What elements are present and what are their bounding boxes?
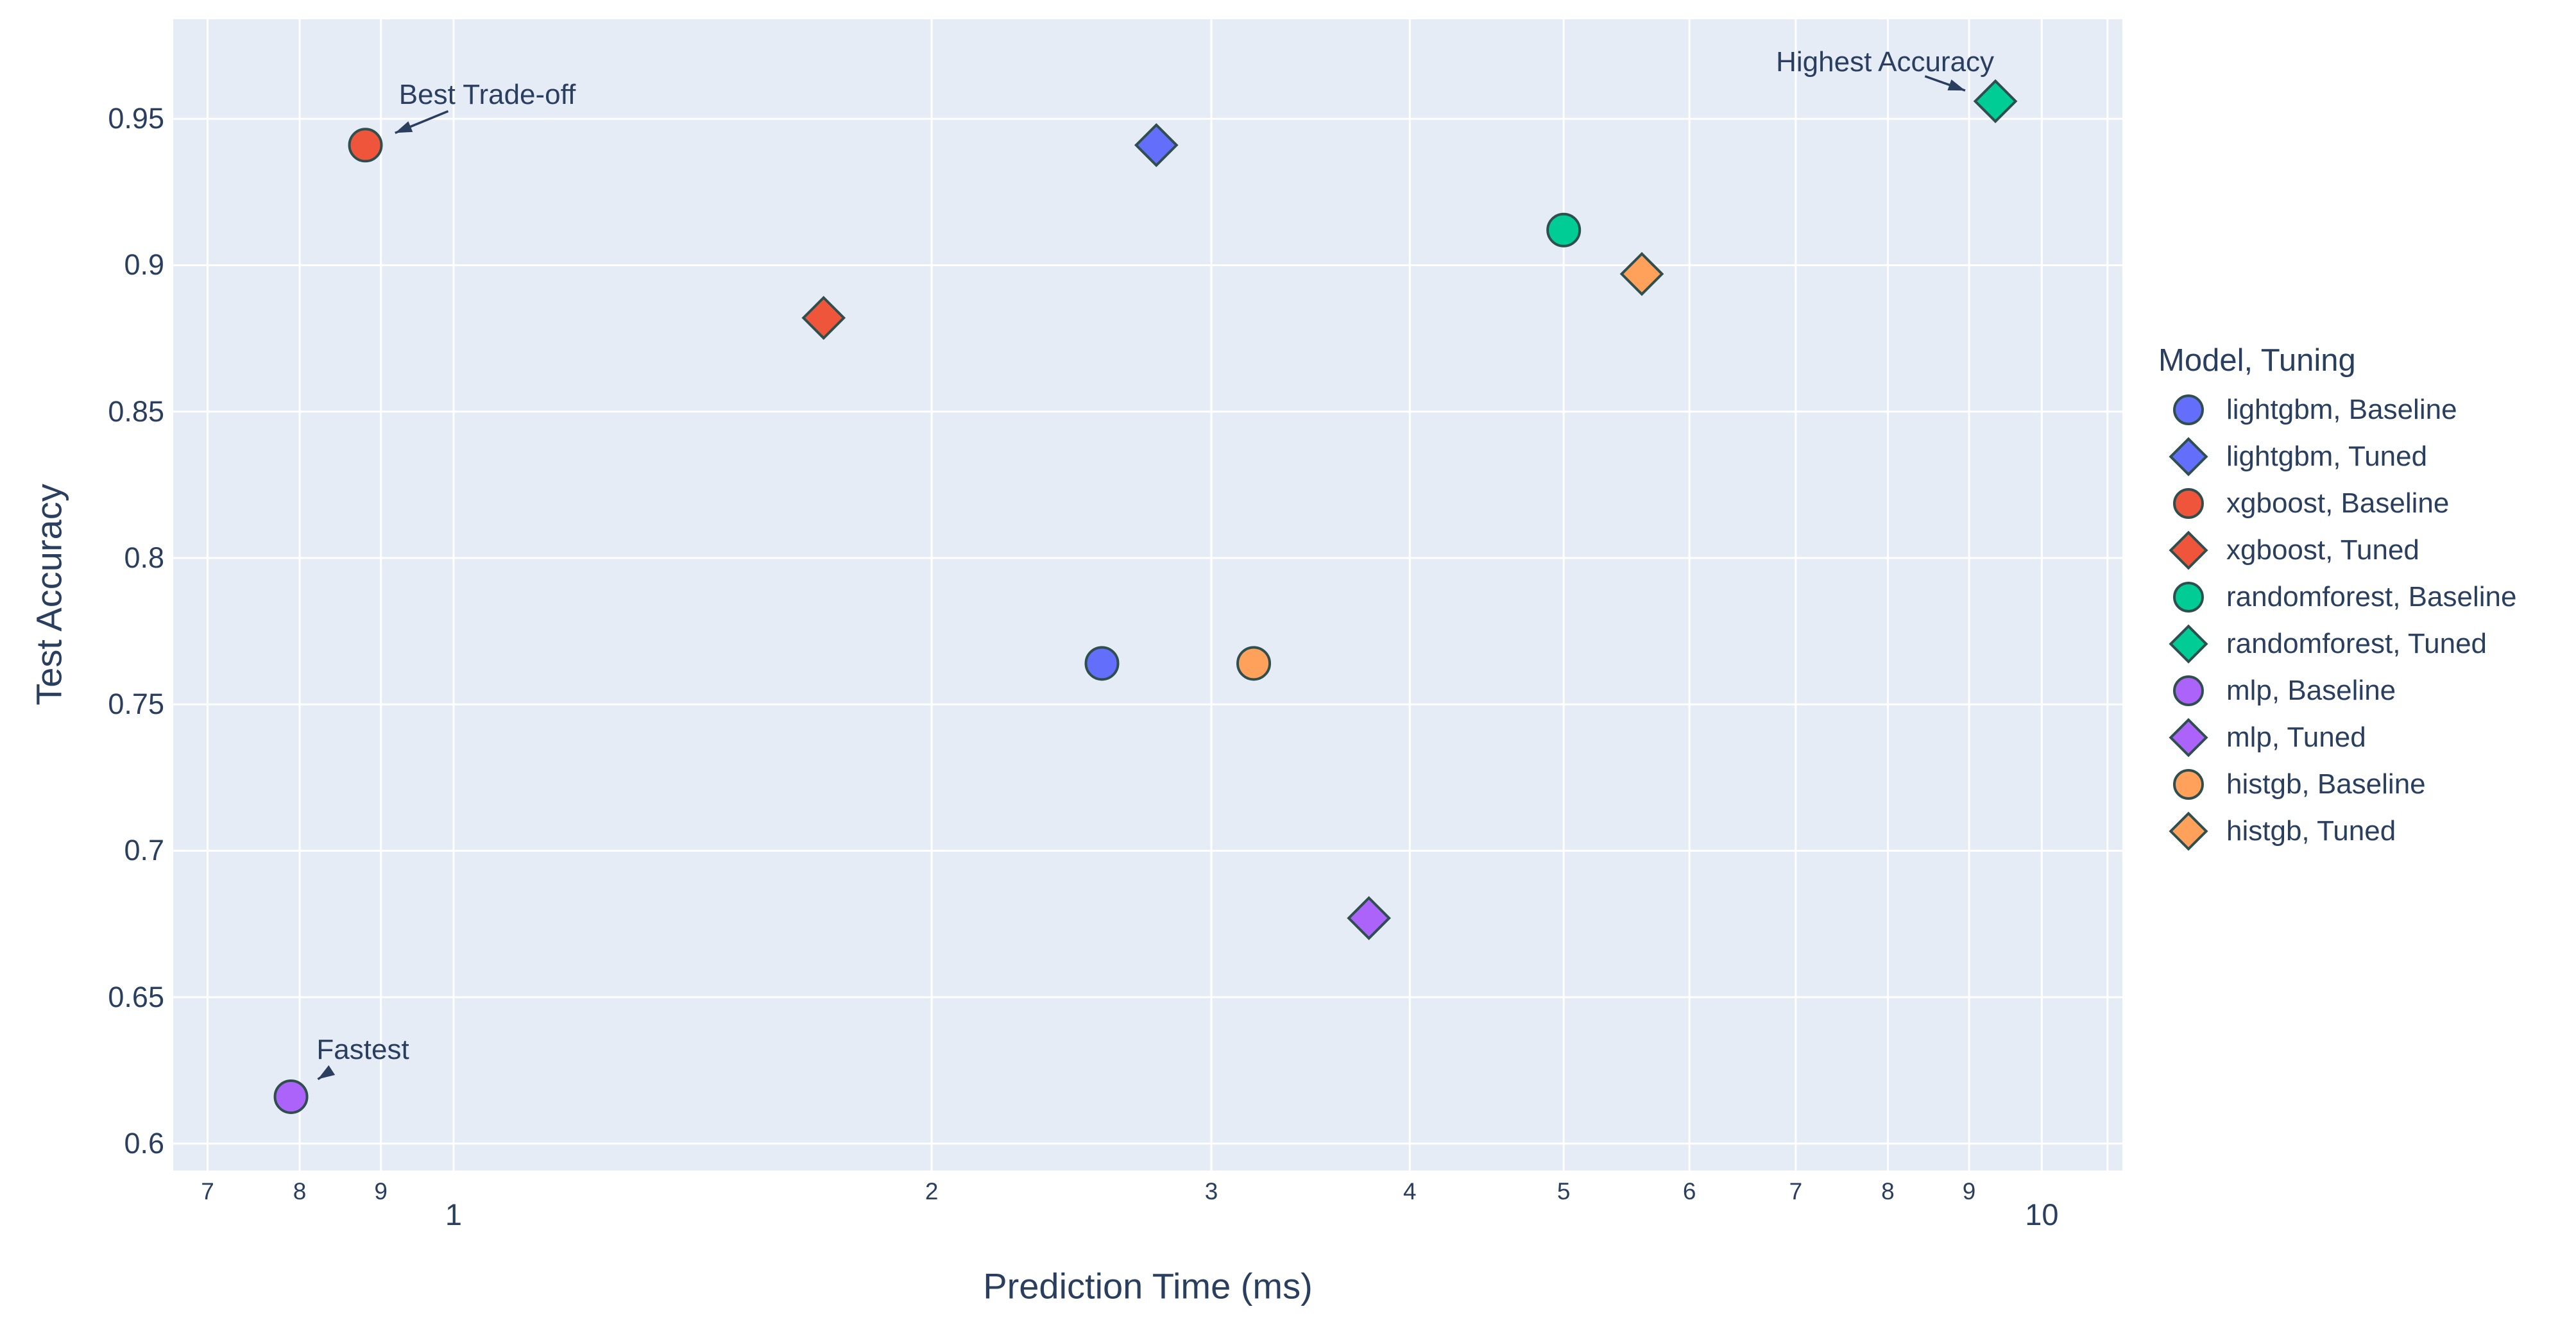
legend-item-label: randomforest, Baseline: [2226, 580, 2517, 613]
x-tick-label-minor: 4: [1403, 1178, 1417, 1204]
y-tick-label: 0.7: [124, 834, 164, 867]
y-tick-label: 0.75: [108, 688, 164, 721]
marker-histgb-baseline[interactable]: [1236, 646, 1272, 681]
legend-item-mlp-tuned[interactable]: mlp, Tuned: [2157, 714, 2568, 761]
diamond-marker-icon: [2169, 436, 2208, 477]
annotation-text: Best Trade-off: [398, 79, 576, 111]
legend-item-label: randomforest, Tuned: [2226, 627, 2487, 659]
marker-histgb-tuned[interactable]: [1619, 251, 1664, 296]
legend-item-randomforest-tuned[interactable]: randomforest, Tuned: [2157, 620, 2568, 667]
x-tick-label-minor: 5: [1557, 1178, 1571, 1204]
legend-item-xgboost-baseline[interactable]: xgboost, Baseline: [2157, 480, 2568, 527]
legend-diamond-icon: [2169, 530, 2208, 570]
legend: Model, Tuning lightgbm, Baseline lightgbm…: [2157, 342, 2568, 854]
legend-circle-icon: [2173, 394, 2204, 425]
diamond-marker-icon: [2169, 811, 2208, 851]
legend-item-label: mlp, Tuned: [2226, 721, 2366, 753]
x-tick-label-minor: 8: [293, 1178, 307, 1204]
marker-mlp-tuned[interactable]: [1347, 896, 1391, 940]
legend-item-mlp-baseline[interactable]: mlp, Baseline: [2157, 667, 2568, 714]
annotation-arrowhead-icon: [318, 1065, 336, 1079]
circle-marker-icon: [2173, 675, 2204, 706]
circle-marker-icon: [2173, 768, 2204, 800]
y-tick-label: 0.95: [108, 102, 164, 135]
x-tick-label-minor: 2: [925, 1178, 939, 1204]
legend-items: lightgbm, Baseline lightgbm, Tuned xgboost…: [2157, 386, 2568, 854]
circle-marker-icon: [2173, 581, 2204, 613]
diamond-marker-icon: [2169, 623, 2208, 664]
x-tick-label-major: 10: [2025, 1197, 2059, 1231]
y-tick-label: 0.8: [124, 541, 164, 574]
legend-item-label: histgb, Tuned: [2226, 815, 2396, 847]
diamond-marker-icon: [2169, 717, 2208, 757]
y-tick-label: 0.65: [108, 980, 164, 1013]
legend-title: Model, Tuning: [2158, 343, 2356, 378]
marker-mlp-baseline[interactable]: [273, 1079, 309, 1114]
legend-item-histgb-tuned[interactable]: histgb, Tuned: [2157, 807, 2568, 854]
legend-circle-icon: [2173, 675, 2204, 706]
plot-area[interactable]: [173, 19, 2122, 1171]
legend-item-lightgbm-tuned[interactable]: lightgbm, Tuned: [2157, 433, 2568, 480]
legend-diamond-icon: [2169, 811, 2208, 851]
x-tick-label-minor: 9: [1962, 1178, 1976, 1204]
x-axis-title: Prediction Time (ms): [983, 1265, 1313, 1306]
annotation-text: Fastest: [316, 1033, 409, 1065]
legend-item-histgb-baseline[interactable]: histgb, Baseline: [2157, 761, 2568, 807]
legend-item-xgboost-tuned[interactable]: xgboost, Tuned: [2157, 527, 2568, 573]
legend-diamond-icon: [2169, 717, 2208, 757]
legend-item-label: xgboost, Baseline: [2226, 487, 2450, 519]
circle-marker-icon: [2173, 394, 2204, 425]
x-tick-label-major: 1: [445, 1197, 463, 1231]
legend-item-label: histgb, Baseline: [2226, 768, 2426, 800]
marker-xgboost-tuned[interactable]: [801, 296, 846, 340]
diamond-marker-icon: [2169, 530, 2208, 570]
x-tick-label-minor: 3: [1204, 1178, 1218, 1204]
legend-diamond-icon: [2169, 436, 2208, 477]
legend-item-label: lightgbm, Tuned: [2226, 440, 2428, 472]
legend-circle-icon: [2173, 581, 2204, 613]
y-axis-title: Test Accuracy: [28, 484, 69, 706]
marker-lightgbm-baseline[interactable]: [1084, 646, 1120, 681]
marker-randomforest-baseline[interactable]: [1546, 212, 1582, 248]
legend-item-lightgbm-baseline[interactable]: lightgbm, Baseline: [2157, 386, 2568, 433]
legend-item-label: xgboost, Tuned: [2226, 534, 2419, 566]
annotation-arrowhead-icon: [395, 121, 413, 133]
y-tick-label: 0.6: [124, 1127, 164, 1160]
x-tick-label-minor: 7: [1789, 1178, 1803, 1204]
annotation-text: Highest Accuracy: [1776, 46, 1995, 78]
annotation-arrowhead-icon: [1947, 79, 1965, 91]
x-tick-label-minor: 9: [374, 1178, 388, 1204]
y-tick-label: 0.9: [124, 248, 164, 282]
legend-item-label: lightgbm, Baseline: [2226, 393, 2457, 425]
marker-lightgbm-tuned[interactable]: [1134, 123, 1179, 167]
legend-circle-icon: [2173, 487, 2204, 519]
legend-item-label: mlp, Baseline: [2226, 674, 2396, 706]
marker-randomforest-tuned[interactable]: [1973, 79, 2018, 124]
x-tick-label-minor: 6: [1682, 1178, 1696, 1204]
legend-circle-icon: [2173, 768, 2204, 800]
marker-xgboost-baseline[interactable]: [348, 128, 383, 163]
legend-diamond-icon: [2169, 623, 2208, 664]
x-tick-label-minor: 8: [1881, 1178, 1895, 1204]
legend-item-randomforest-baseline[interactable]: randomforest, Baseline: [2157, 573, 2568, 620]
x-tick-label-minor: 7: [201, 1178, 214, 1204]
y-tick-label: 0.85: [108, 394, 164, 428]
circle-marker-icon: [2173, 487, 2204, 519]
